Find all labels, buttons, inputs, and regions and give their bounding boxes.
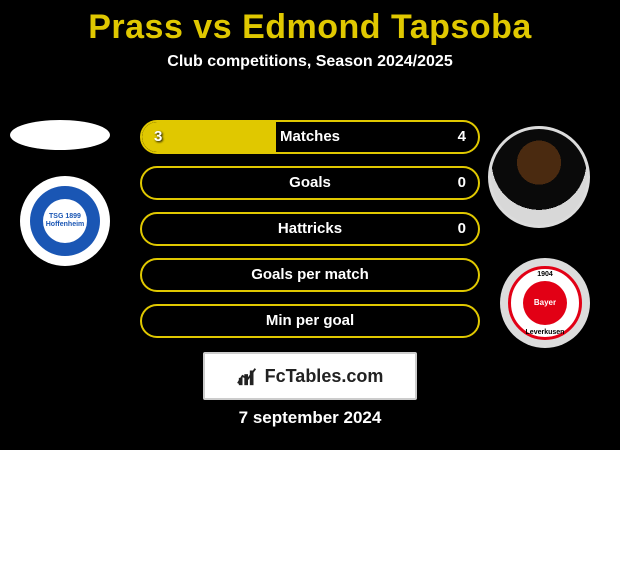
club-badge-left-ring: TSG 1899 Hoffenheim: [30, 186, 100, 256]
stat-label: Hattricks: [142, 214, 478, 244]
club-badge-left: TSG 1899 Hoffenheim: [20, 176, 110, 266]
stat-label: Matches: [142, 122, 478, 152]
stat-value-right: 0: [458, 168, 466, 198]
stats-table: Matches34Goals0Hattricks0Goals per match…: [140, 120, 480, 350]
club-badge-left-text: TSG 1899 Hoffenheim: [43, 199, 87, 243]
page-title: Prass vs Edmond Tapsoba: [0, 0, 620, 47]
brand-text: FcTables.com: [265, 366, 384, 387]
player-avatar-right: [488, 126, 590, 228]
comparison-card: Prass vs Edmond Tapsoba Club competition…: [0, 0, 620, 450]
stat-label: Min per goal: [142, 306, 478, 336]
club-badge-right-text: Bayer: [523, 281, 567, 325]
stat-row: Goals0: [140, 166, 480, 200]
stat-value-left: 3: [154, 122, 162, 152]
stat-row: Min per goal: [140, 304, 480, 338]
club-badge-right-city: Leverkusen: [526, 329, 565, 336]
stat-row: Matches3 4: [140, 120, 480, 154]
club-badge-right-year: 1904: [537, 271, 553, 278]
page-subtitle: Club competitions, Season 2024/2025: [0, 53, 620, 71]
bar-chart-icon: [237, 365, 259, 387]
club-badge-right: 1904 Bayer Leverkusen: [500, 258, 590, 348]
date-text: 7 september 2024: [0, 408, 620, 428]
player-avatar-left: [10, 120, 110, 150]
club-badge-right-ring: 1904 Bayer Leverkusen: [508, 266, 582, 340]
stat-value-right: 4: [458, 122, 466, 152]
stat-label: Goals: [142, 168, 478, 198]
stat-label: Goals per match: [142, 260, 478, 290]
brand-watermark: FcTables.com: [203, 352, 417, 400]
stat-row: Goals per match: [140, 258, 480, 292]
stat-value-right: 0: [458, 214, 466, 244]
stat-row: Hattricks0: [140, 212, 480, 246]
